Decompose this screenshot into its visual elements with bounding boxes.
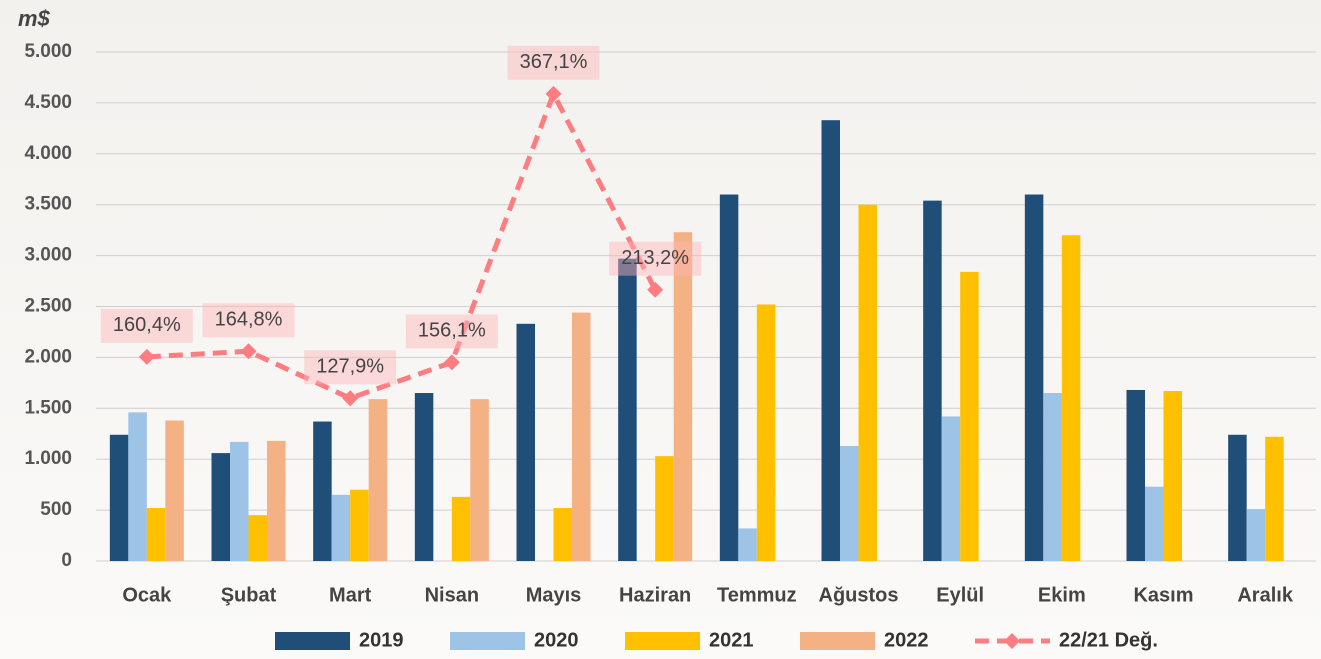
data-label: 164,8% xyxy=(215,309,283,331)
y-tick-label: 4.500 xyxy=(24,92,72,113)
bar xyxy=(1062,235,1081,561)
bar xyxy=(110,435,129,561)
bar xyxy=(147,508,166,561)
line-marker xyxy=(444,354,460,370)
bar xyxy=(369,399,388,561)
legend-label: 2020 xyxy=(534,629,579,651)
bar xyxy=(1127,390,1146,561)
bar xyxy=(332,495,351,561)
legend-label: 22/21 Değ. xyxy=(1059,629,1158,651)
legend-label: 2022 xyxy=(884,629,929,651)
y-tick-label: 3.000 xyxy=(24,245,72,266)
y-tick-label: 500 xyxy=(40,499,72,520)
bar xyxy=(859,205,878,561)
data-label: 367,1% xyxy=(520,51,588,73)
bar xyxy=(415,393,434,561)
data-label: 156,1% xyxy=(418,320,486,342)
legend-label: 2021 xyxy=(709,629,754,651)
legend-marker xyxy=(1004,633,1020,649)
x-tick-label: Ağustos xyxy=(819,584,899,606)
y-tick-label: 1.500 xyxy=(24,397,72,418)
bar xyxy=(720,195,739,561)
bar xyxy=(942,416,961,561)
x-tick-label: Mayıs xyxy=(526,584,582,606)
bar xyxy=(470,399,489,561)
legend-label: 2019 xyxy=(359,629,404,651)
x-tick-label: Kasım xyxy=(1133,584,1193,606)
x-tick-label: Haziran xyxy=(619,584,691,606)
bar xyxy=(1247,509,1266,561)
bar xyxy=(1025,195,1044,561)
x-tick-label: Mart xyxy=(329,584,372,606)
bar xyxy=(674,232,693,561)
y-tick-label: 0 xyxy=(61,550,72,571)
bar xyxy=(165,421,184,561)
bar xyxy=(517,324,536,561)
bar xyxy=(1145,487,1164,561)
y-tick-label: 5.000 xyxy=(24,41,72,62)
bar xyxy=(1228,435,1247,561)
bar xyxy=(757,304,776,561)
legend-swatch xyxy=(625,632,700,650)
legend-swatch xyxy=(275,632,350,650)
x-tick-label: Ekim xyxy=(1038,584,1086,606)
data-label: 213,2% xyxy=(621,247,689,269)
bar xyxy=(313,422,332,561)
y-tick-label: 2.000 xyxy=(24,346,72,367)
data-label: 127,9% xyxy=(316,356,384,378)
bar xyxy=(822,120,841,561)
line-marker xyxy=(342,390,358,406)
line-marker xyxy=(241,343,257,359)
bar xyxy=(618,259,637,561)
x-tick-label: Ocak xyxy=(122,584,172,606)
x-tick-label: Şubat xyxy=(221,584,277,606)
line-marker xyxy=(139,349,155,365)
bar xyxy=(350,490,369,561)
bar xyxy=(655,456,674,561)
legend-swatch xyxy=(800,632,875,650)
y-tick-label: 1.000 xyxy=(24,448,72,469)
bar xyxy=(923,201,942,561)
y-axis-label: m$ xyxy=(18,6,51,31)
bar xyxy=(960,272,979,561)
bar xyxy=(572,313,591,561)
bar xyxy=(230,442,249,561)
legend-swatch xyxy=(450,632,525,650)
x-tick-label: Eylül xyxy=(936,584,984,606)
bar xyxy=(128,412,147,561)
bar xyxy=(554,508,573,561)
x-tick-label: Temmuz xyxy=(717,584,797,606)
bar xyxy=(212,453,231,561)
data-label: 160,4% xyxy=(113,314,181,336)
y-tick-label: 2.500 xyxy=(24,296,72,317)
bar xyxy=(738,528,757,561)
chart: m$ 0 500 1.000 1.500 2.000 2.500 3.000 3.500 4.0… xyxy=(0,0,1321,659)
bar xyxy=(840,446,859,561)
y-tick-label: 4.000 xyxy=(24,143,72,164)
bar xyxy=(249,515,268,561)
bar xyxy=(267,441,286,561)
x-tick-label: Aralık xyxy=(1237,584,1293,606)
bar xyxy=(1265,437,1284,561)
y-tick-label: 3.500 xyxy=(24,194,72,215)
bar xyxy=(1164,391,1183,561)
bar xyxy=(452,497,471,561)
x-tick-label: Nisan xyxy=(425,584,479,606)
bar xyxy=(1043,393,1062,561)
